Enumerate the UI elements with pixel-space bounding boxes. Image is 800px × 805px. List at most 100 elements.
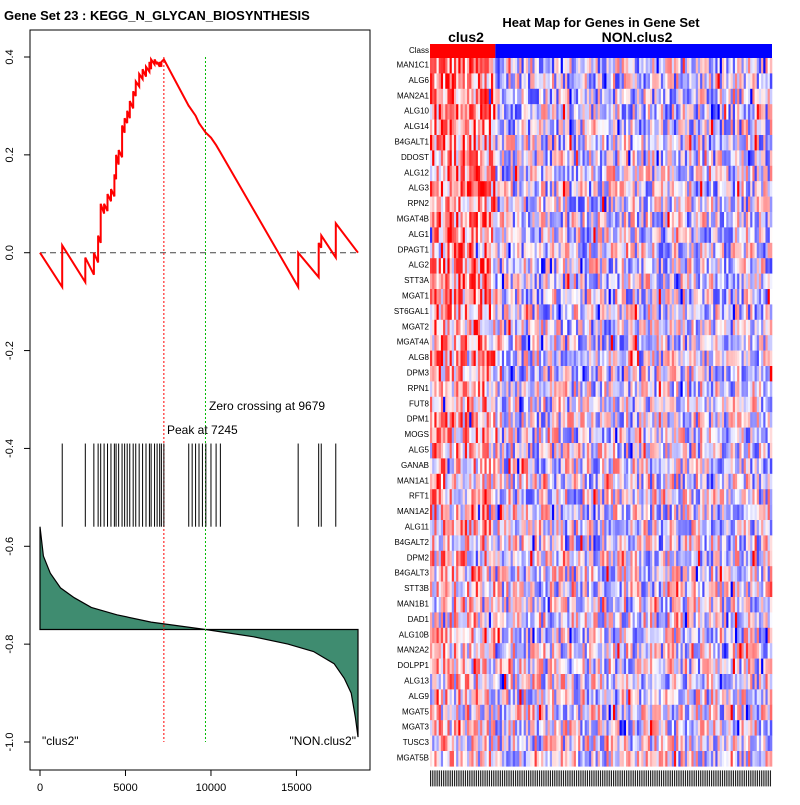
heatmap-cell [482, 289, 484, 305]
heatmap-cell [545, 243, 547, 259]
heatmap-cell [748, 474, 750, 490]
heatmap-cell [685, 474, 687, 490]
heatmap-cell [565, 397, 567, 413]
heatmap-cell [528, 258, 530, 274]
heatmap-cell [722, 320, 724, 336]
heatmap-cell [437, 89, 439, 105]
heatmap-cell [432, 458, 434, 474]
heatmap-cell [559, 58, 561, 74]
heatmap-cell [752, 274, 754, 290]
heatmap-cell [735, 181, 737, 197]
heatmap-cell [720, 258, 722, 274]
heatmap-cell [724, 274, 726, 290]
heatmap-cell [659, 181, 661, 197]
heatmap-cell [572, 73, 574, 89]
heatmap-cell [739, 104, 741, 120]
heatmap-cell [530, 412, 532, 428]
heatmap-cell [696, 181, 698, 197]
heatmap-cell [554, 197, 556, 213]
heatmap-cell [691, 212, 693, 228]
heatmap-cell [685, 150, 687, 166]
heatmap-cell [624, 458, 626, 474]
heatmap-cell [761, 120, 763, 136]
gene-label: DPM1 [407, 415, 430, 424]
heatmap-cell [576, 458, 578, 474]
heatmap-cell [731, 443, 733, 459]
heatmap-cell [441, 104, 443, 120]
heatmap-cell [676, 104, 678, 120]
heatmap-cell [757, 274, 759, 290]
heatmap-cell [543, 304, 545, 320]
heatmap-cell [683, 412, 685, 428]
heatmap-cell [567, 289, 569, 305]
heatmap-cell [711, 458, 713, 474]
heatmap-cell [757, 489, 759, 505]
gene-label: ALG10 [404, 107, 429, 116]
heatmap-cell [491, 150, 493, 166]
heatmap-cell [639, 366, 641, 382]
heatmap-cell [615, 320, 617, 336]
heatmap-cell [589, 212, 591, 228]
heatmap-cell [598, 135, 600, 151]
heatmap-cell [748, 58, 750, 74]
heatmap-cell [467, 397, 469, 413]
heatmap-cell [630, 104, 632, 120]
heatmap-cell [461, 412, 463, 428]
heatmap-cell [768, 443, 770, 459]
heatmap-cell [746, 381, 748, 397]
heatmap-cell [744, 89, 746, 105]
heatmap-cell [746, 428, 748, 444]
heatmap-cell [543, 289, 545, 305]
heatmap-cell [715, 489, 717, 505]
heatmap-cell [582, 428, 584, 444]
heatmap-cell [543, 505, 545, 521]
heatmap-cell [726, 381, 728, 397]
heatmap-cell [550, 89, 552, 105]
heatmap-cell [615, 181, 617, 197]
heatmap-cell [761, 320, 763, 336]
heatmap-cell [443, 366, 445, 382]
heatmap-cell [458, 381, 460, 397]
heatmap-cell [580, 505, 582, 521]
heatmap-cell [561, 104, 563, 120]
heatmap-cell [650, 335, 652, 351]
heatmap-cell [704, 366, 706, 382]
heatmap-cell [480, 104, 482, 120]
heatmap-cell [641, 227, 643, 243]
heatmap-cell [620, 489, 622, 505]
heatmap-cell [620, 381, 622, 397]
heatmap-cell [587, 366, 589, 382]
heatmap-cell [630, 73, 632, 89]
heatmap-cell [715, 428, 717, 444]
heatmap-cell [569, 89, 571, 105]
heatmap-cell [548, 474, 550, 490]
heatmap-cell [589, 458, 591, 474]
heatmap-cell [720, 351, 722, 367]
heatmap-cell [696, 351, 698, 367]
heatmap-cell [445, 166, 447, 182]
heatmap-cell [471, 258, 473, 274]
heatmap-cell [665, 381, 667, 397]
heatmap-cell [604, 320, 606, 336]
heatmap-cell [574, 58, 576, 74]
heatmap-cell [465, 428, 467, 444]
heatmap-cell [430, 320, 432, 336]
heatmap-cell [482, 104, 484, 120]
heatmap-cell [755, 505, 757, 521]
heatmap-cell [609, 227, 611, 243]
heatmap-cell [718, 381, 720, 397]
heatmap-cell [458, 474, 460, 490]
heatmap-cell [604, 150, 606, 166]
heatmap-cell [630, 335, 632, 351]
heatmap-cell [521, 120, 523, 136]
heatmap-cell [761, 166, 763, 182]
heatmap-cell [659, 381, 661, 397]
heatmap-cell [591, 212, 593, 228]
heatmap-cell [487, 289, 489, 305]
heatmap-cell [639, 320, 641, 336]
heatmap-cell [670, 335, 672, 351]
heatmap-cell [702, 89, 704, 105]
heatmap-cell [489, 89, 491, 105]
heatmap-cell [628, 489, 630, 505]
heatmap-cell [574, 243, 576, 259]
